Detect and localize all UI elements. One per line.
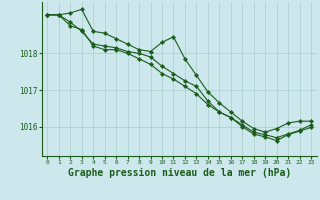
- X-axis label: Graphe pression niveau de la mer (hPa): Graphe pression niveau de la mer (hPa): [68, 168, 291, 178]
